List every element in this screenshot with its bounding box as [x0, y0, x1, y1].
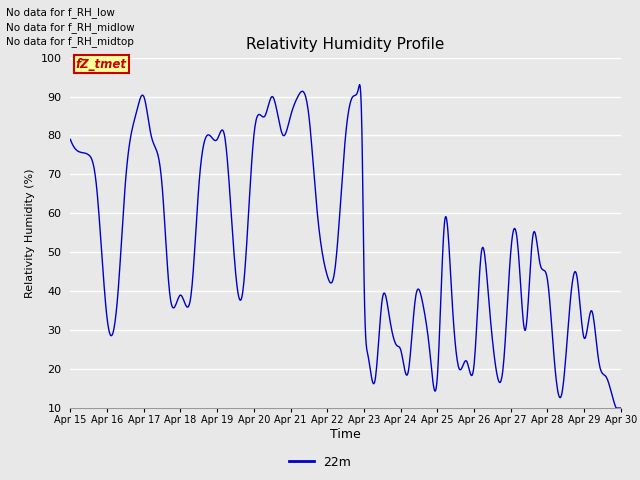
Legend: 22m: 22m — [284, 451, 356, 474]
Text: No data for f_RH_low: No data for f_RH_low — [6, 7, 115, 18]
Text: No data for f_RH_midlow: No data for f_RH_midlow — [6, 22, 135, 33]
Text: fZ_tmet: fZ_tmet — [76, 58, 127, 71]
X-axis label: Time: Time — [330, 428, 361, 441]
Y-axis label: Relativity Humidity (%): Relativity Humidity (%) — [25, 168, 35, 298]
Title: Relativity Humidity Profile: Relativity Humidity Profile — [246, 37, 445, 52]
Text: No data for f_RH_midtop: No data for f_RH_midtop — [6, 36, 134, 47]
